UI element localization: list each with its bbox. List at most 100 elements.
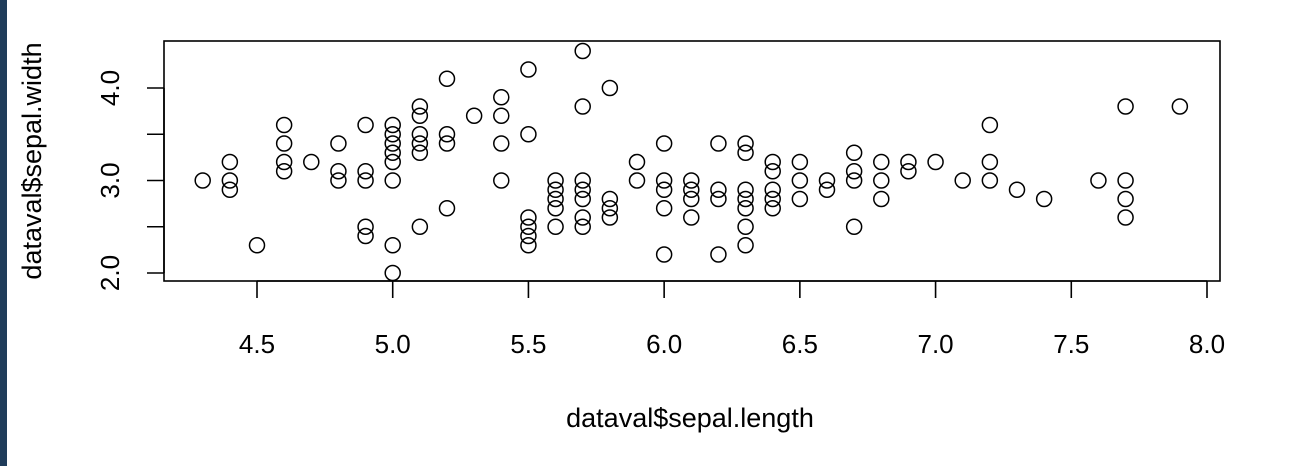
y-tick-label: 2.0 bbox=[95, 255, 125, 291]
data-point bbox=[357, 163, 374, 180]
y-tick-label: 3.0 bbox=[95, 162, 125, 198]
data-point bbox=[737, 237, 754, 254]
data-point bbox=[873, 172, 890, 189]
data-point bbox=[737, 144, 754, 161]
data-point bbox=[791, 190, 809, 208]
data-point bbox=[493, 89, 510, 106]
data-point bbox=[900, 163, 917, 180]
x-tick-label: 7.5 bbox=[1053, 329, 1089, 359]
data-point bbox=[275, 163, 293, 180]
data-point bbox=[221, 181, 239, 198]
data-point bbox=[411, 98, 429, 115]
data-point bbox=[628, 153, 646, 171]
x-tick-label: 5.0 bbox=[375, 329, 411, 359]
data-point bbox=[384, 135, 401, 152]
data-point bbox=[438, 70, 456, 87]
data-point bbox=[384, 126, 401, 143]
data-point bbox=[927, 153, 944, 171]
data-point bbox=[845, 172, 863, 189]
data-point bbox=[574, 42, 591, 60]
data-point bbox=[981, 172, 999, 189]
data-point bbox=[275, 153, 293, 171]
data-point bbox=[465, 107, 483, 124]
data-point bbox=[791, 172, 809, 189]
data-point bbox=[303, 153, 320, 171]
data-point bbox=[493, 135, 510, 152]
data-point bbox=[357, 218, 374, 235]
data-point bbox=[954, 172, 971, 189]
data-point bbox=[547, 181, 564, 198]
data-point bbox=[411, 126, 429, 143]
data-point bbox=[520, 61, 537, 78]
data-point bbox=[764, 200, 781, 217]
data-point bbox=[357, 227, 374, 245]
data-point bbox=[655, 172, 673, 189]
data-point bbox=[818, 181, 836, 198]
data-point bbox=[411, 135, 429, 152]
data-point bbox=[710, 135, 727, 152]
data-point bbox=[330, 135, 347, 152]
data-point bbox=[1171, 98, 1189, 115]
data-point bbox=[1090, 172, 1107, 189]
data-point bbox=[601, 200, 619, 217]
data-point bbox=[845, 218, 863, 235]
x-tick-label: 8.0 bbox=[1189, 329, 1225, 359]
data-point bbox=[791, 153, 809, 171]
data-point bbox=[601, 79, 619, 97]
data-point bbox=[357, 172, 374, 189]
data-point bbox=[764, 181, 781, 198]
data-point bbox=[628, 172, 646, 189]
data-point bbox=[221, 153, 239, 171]
data-point bbox=[1117, 190, 1134, 208]
data-point bbox=[547, 200, 564, 217]
data-point bbox=[574, 98, 591, 115]
data-point bbox=[683, 181, 700, 198]
data-point bbox=[384, 116, 401, 134]
data-point bbox=[574, 172, 591, 189]
x-tick-label: 6.5 bbox=[782, 329, 818, 359]
y-axis: 2.0 3.0 4.0 bbox=[95, 70, 165, 291]
data-point bbox=[520, 209, 537, 226]
data-point bbox=[981, 116, 999, 134]
data-point bbox=[655, 200, 673, 217]
data-point bbox=[845, 163, 863, 180]
data-point bbox=[683, 209, 700, 226]
y-tick-label: 4.0 bbox=[95, 70, 125, 106]
window-edge bbox=[0, 0, 7, 466]
x-tick-label: 7.0 bbox=[917, 329, 953, 359]
data-point bbox=[574, 209, 591, 226]
data-point bbox=[547, 218, 564, 235]
data-point bbox=[194, 172, 211, 189]
data-point bbox=[710, 190, 727, 208]
data-point bbox=[818, 172, 836, 189]
data-point bbox=[547, 172, 564, 189]
data-point bbox=[384, 172, 401, 189]
data-point bbox=[1117, 98, 1134, 115]
plot-box bbox=[163, 40, 1221, 282]
data-point bbox=[655, 181, 673, 198]
data-point bbox=[384, 237, 401, 254]
data-point bbox=[438, 135, 456, 152]
data-points bbox=[194, 42, 1189, 282]
data-point bbox=[737, 135, 754, 152]
data-point bbox=[493, 172, 510, 189]
data-point bbox=[574, 190, 591, 208]
data-point bbox=[737, 200, 754, 217]
data-point bbox=[764, 163, 781, 180]
data-point bbox=[737, 181, 754, 198]
data-point bbox=[275, 116, 293, 134]
x-tick-label: 5.5 bbox=[510, 329, 546, 359]
data-point bbox=[845, 144, 863, 161]
data-point bbox=[547, 190, 564, 208]
data-point bbox=[655, 246, 673, 263]
data-point bbox=[710, 246, 727, 263]
data-point bbox=[384, 264, 401, 282]
data-point bbox=[1117, 209, 1134, 226]
data-point bbox=[601, 209, 619, 226]
data-point bbox=[764, 153, 781, 171]
data-point bbox=[520, 227, 537, 245]
data-point bbox=[330, 163, 347, 180]
data-point bbox=[601, 190, 619, 208]
data-point bbox=[655, 135, 673, 152]
data-point bbox=[520, 237, 537, 254]
